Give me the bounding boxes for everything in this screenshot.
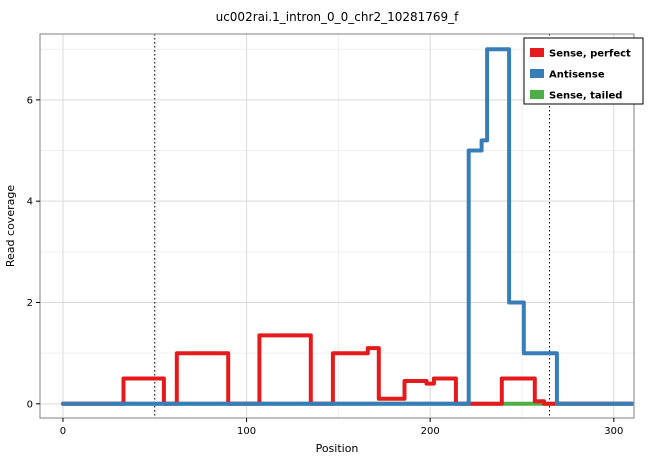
legend-label-sense-tailed: Sense, tailed	[549, 91, 622, 102]
y-tick-label: 0	[27, 399, 33, 410]
y-tick-label: 6	[27, 95, 33, 106]
legend: Sense, perfect Antisense Sense, tailed	[523, 37, 644, 105]
series-line-sense-perfect	[61, 333, 635, 406]
legend-label-antisense: Antisense	[549, 70, 605, 81]
x-tick-label: 100	[237, 426, 256, 437]
panel-border	[39, 33, 635, 419]
y-tick-label: 4	[27, 197, 33, 208]
y-axis-label: Read coverage	[4, 185, 17, 267]
legend-label-sense-perfect: Sense, perfect	[549, 49, 631, 60]
y-tick-label: 2	[27, 298, 33, 309]
x-tick-label: 300	[604, 426, 623, 437]
x-tick-label: 200	[421, 426, 440, 437]
legend-swatch-sense-perfect	[530, 48, 544, 57]
chart-title: uc002rai.1_intron_0_0_chr2_10281769_f	[216, 10, 460, 24]
axes: 0 100 200 300 0 2 4 6	[27, 95, 624, 437]
x-tick-label: 0	[60, 426, 66, 437]
legend-swatch-sense-tailed	[530, 90, 544, 99]
x-axis-label: Position	[316, 442, 359, 455]
series-line-antisense	[61, 47, 635, 406]
legend-swatch-antisense	[530, 69, 544, 78]
